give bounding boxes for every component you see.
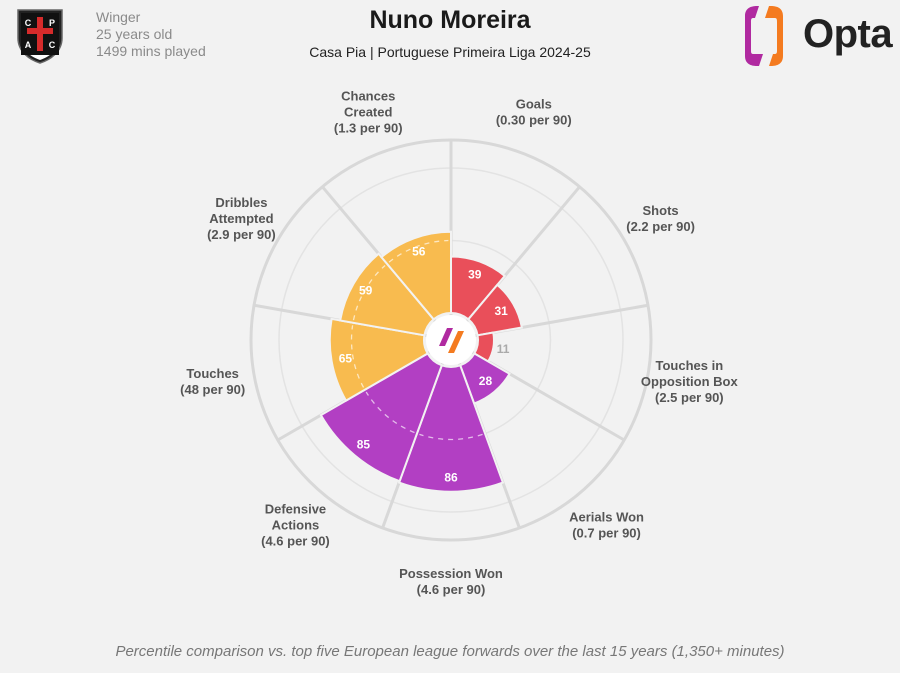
value-chances-created: 56 xyxy=(412,244,426,258)
player-info: Winger 25 years old 1499 mins played xyxy=(96,9,206,60)
bar-midline xyxy=(419,433,483,441)
bar-defensive-actions xyxy=(319,352,444,483)
bar-touches xyxy=(328,317,429,402)
center-logo-right xyxy=(448,331,464,353)
bar-midline xyxy=(350,325,365,388)
center-logo xyxy=(426,315,476,365)
value-aerials-won: 28 xyxy=(479,374,493,388)
value-defensive-actions: 85 xyxy=(357,437,371,451)
page-subtitle: Casa Pia | Portuguese Primeira Liga 2024… xyxy=(309,44,591,60)
footnote: Percentile comparison vs. top five Europ… xyxy=(115,643,785,660)
value-goals: 39 xyxy=(468,268,482,282)
label-shots: Shots (2.2 per 90) xyxy=(626,203,695,234)
label-goals: Goals (0.30 per 90) xyxy=(496,97,572,128)
value-touches: 65 xyxy=(339,352,353,366)
value-possession-won: 86 xyxy=(444,471,458,485)
bar-possession-won xyxy=(397,364,505,493)
label-defensive-actions: Defensive Actions (4.6 per 90) xyxy=(261,501,330,548)
center-badge xyxy=(426,315,476,365)
player-position: Winger xyxy=(96,9,141,25)
crest-letter-p: P xyxy=(49,18,55,28)
label-touches-in-opposition-box: Touches in Opposition Box (2.5 per 90) xyxy=(641,358,739,405)
value-shots: 31 xyxy=(495,304,509,318)
bar-dribbles-attempted xyxy=(339,252,436,337)
bar-shots xyxy=(466,283,524,337)
bar-chances-created xyxy=(380,230,452,321)
bar-midline xyxy=(365,391,415,434)
label-dribbles-attempted: Dribbles Attempted (2.9 per 90) xyxy=(207,195,276,242)
chart-bars xyxy=(319,230,524,493)
crest-letter-c2: C xyxy=(49,40,56,50)
label-aerials-won: Aerials Won (0.7 per 90) xyxy=(569,509,644,540)
opta-brand: Opta xyxy=(803,12,893,56)
chart-labels: Goals (0.30 per 90) Shots (2.2 per 90) Touch… xyxy=(180,89,738,597)
label-touches: Touches (48 per 90) xyxy=(180,366,245,397)
label-chances-created: Chances Created (1.3 per 90) xyxy=(334,89,403,136)
crest-letter-c1: C xyxy=(25,18,32,28)
opta-logo-icon xyxy=(745,6,783,66)
player-minutes: 1499 mins played xyxy=(96,43,206,59)
value-touches-in-opposition-box: 11 xyxy=(497,342,510,356)
player-age: 25 years old xyxy=(96,26,173,42)
bar-midline xyxy=(352,264,386,321)
casa-pia-crest: C P A C xyxy=(17,9,63,64)
bar-midline xyxy=(388,239,449,263)
bar-goals xyxy=(450,255,507,321)
page-title: Nuno Moreira xyxy=(369,6,531,34)
crest-letter-a: A xyxy=(25,40,32,50)
center-logo-left xyxy=(439,328,453,346)
chart-values: 39 31 11 28 86 85 65 59 56 xyxy=(339,244,510,484)
label-possession-won: Possession Won (4.6 per 90) xyxy=(399,566,503,597)
value-dribbles-attempted: 59 xyxy=(359,284,373,298)
